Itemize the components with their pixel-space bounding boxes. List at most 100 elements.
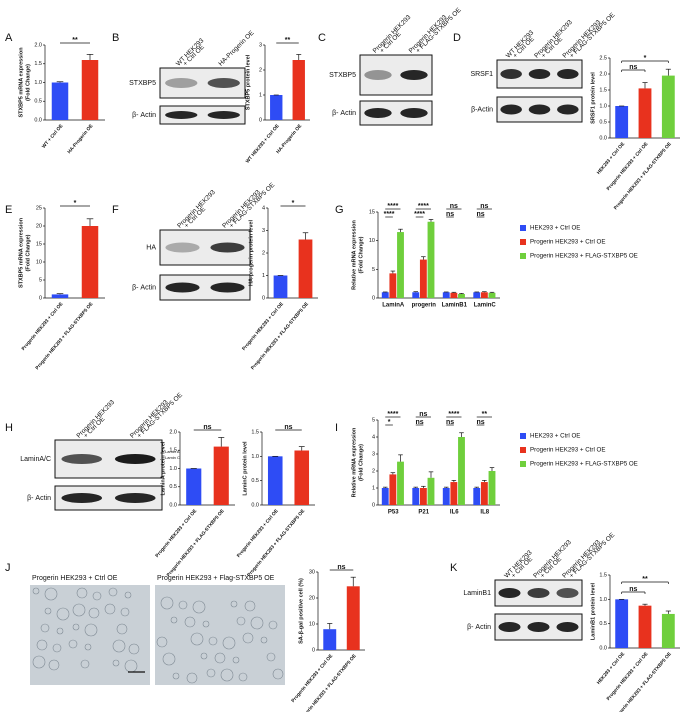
y-tick-label: 0 bbox=[259, 117, 262, 123]
bar bbox=[615, 106, 629, 138]
y-axis-label: STXBP5 mRNA expression bbox=[18, 217, 24, 288]
bar bbox=[473, 488, 481, 505]
bar bbox=[389, 474, 397, 505]
bar bbox=[389, 273, 397, 298]
blot-band bbox=[528, 104, 551, 115]
cell bbox=[268, 620, 278, 630]
bar bbox=[51, 82, 69, 120]
cell bbox=[76, 587, 88, 599]
bar bbox=[419, 259, 427, 298]
panel-letter: J bbox=[5, 562, 11, 574]
sig-label: **** bbox=[448, 411, 459, 418]
bar bbox=[488, 471, 496, 505]
y-axis-label: LaminA protein level bbox=[160, 441, 166, 495]
y-tick-label: 2.0 bbox=[599, 71, 607, 77]
blot-row-label: β- Actin bbox=[332, 110, 356, 117]
bar bbox=[638, 605, 652, 648]
cell bbox=[72, 623, 80, 631]
sig-label: **** bbox=[384, 211, 395, 218]
y-tick-label: 0.5 bbox=[599, 119, 607, 125]
blot-band bbox=[498, 622, 521, 632]
blot-band bbox=[364, 70, 392, 80]
blot-band bbox=[527, 588, 550, 598]
cell bbox=[56, 607, 70, 621]
sig-label: ns bbox=[415, 419, 423, 426]
panel-letter: H bbox=[5, 422, 13, 434]
y-tick-label: 5 bbox=[39, 277, 42, 283]
bar bbox=[81, 226, 99, 298]
blot-frame bbox=[159, 105, 246, 125]
bar bbox=[412, 488, 420, 505]
blot-band bbox=[61, 454, 103, 464]
blot-band bbox=[528, 69, 551, 79]
bar bbox=[270, 95, 283, 120]
sig-label: ns bbox=[446, 419, 454, 426]
blot-band bbox=[527, 622, 550, 632]
bar bbox=[419, 488, 427, 505]
blot-row-label: HA bbox=[146, 244, 156, 251]
cell bbox=[272, 668, 284, 680]
cell bbox=[244, 600, 256, 612]
sig-label: ns bbox=[450, 203, 458, 210]
cell bbox=[48, 659, 60, 671]
y-tick-label: 1.5 bbox=[251, 429, 259, 435]
y-tick-label: 10 bbox=[369, 238, 375, 244]
cell bbox=[52, 643, 62, 653]
cell bbox=[186, 672, 198, 684]
cell bbox=[72, 603, 86, 617]
y-tick-label: 0 bbox=[372, 295, 375, 301]
bar bbox=[458, 437, 465, 505]
sig-label: ns bbox=[203, 424, 211, 431]
legend-swatch bbox=[520, 239, 526, 245]
cell bbox=[116, 623, 128, 635]
legend-label: Progerin HEK293 + FLAG-STXBP5 OE bbox=[530, 461, 638, 468]
y-tick-label: 1 bbox=[262, 273, 265, 279]
blot-band bbox=[165, 282, 200, 293]
bar bbox=[51, 294, 69, 298]
blot-band bbox=[114, 493, 156, 503]
sig-label: * bbox=[388, 419, 391, 426]
bar bbox=[427, 221, 435, 298]
cell bbox=[220, 668, 234, 682]
blot-band bbox=[210, 282, 245, 293]
blot-band bbox=[400, 70, 428, 80]
bar bbox=[427, 477, 435, 505]
bar bbox=[450, 292, 458, 298]
sig-label: ns bbox=[629, 586, 637, 593]
bar bbox=[323, 629, 337, 650]
cell bbox=[236, 616, 246, 626]
bar bbox=[638, 88, 652, 138]
x-tick-label: P53 bbox=[388, 510, 399, 516]
blot-band bbox=[61, 493, 103, 503]
y-tick-label: 1.5 bbox=[34, 61, 42, 67]
cell bbox=[84, 643, 92, 651]
sig-label: ns bbox=[476, 419, 484, 426]
y-tick-label: 3 bbox=[259, 42, 262, 48]
bar bbox=[186, 468, 202, 505]
sig-label: * bbox=[74, 200, 77, 207]
y-axis-label: STXBP5 mRNA expression bbox=[18, 47, 24, 118]
cell bbox=[92, 591, 102, 601]
cell bbox=[160, 596, 174, 610]
blot-band bbox=[114, 454, 156, 464]
bar bbox=[488, 292, 496, 298]
y-tick-label: 2 bbox=[372, 468, 375, 474]
cell bbox=[230, 600, 238, 608]
cell bbox=[32, 587, 40, 595]
bar bbox=[615, 599, 629, 648]
bar bbox=[397, 232, 404, 298]
x-tick-label: P21 bbox=[418, 510, 429, 516]
blot-band bbox=[556, 588, 579, 598]
cell bbox=[184, 616, 196, 628]
sig-label: * bbox=[292, 200, 295, 207]
blot-row-label: STXBP5 bbox=[329, 72, 356, 79]
y-axis-label: SA-β-gal positive cell (%) bbox=[298, 578, 304, 644]
y-tick-label: 15 bbox=[36, 241, 42, 247]
x-tick-label: progerin bbox=[412, 303, 437, 309]
cell bbox=[68, 639, 78, 649]
sig-label: ** bbox=[642, 576, 648, 583]
bar bbox=[442, 488, 450, 505]
bar bbox=[412, 292, 420, 298]
x-tick-label: IL6 bbox=[450, 510, 459, 516]
y-axis-label: SRSF1 protein level bbox=[590, 72, 596, 124]
